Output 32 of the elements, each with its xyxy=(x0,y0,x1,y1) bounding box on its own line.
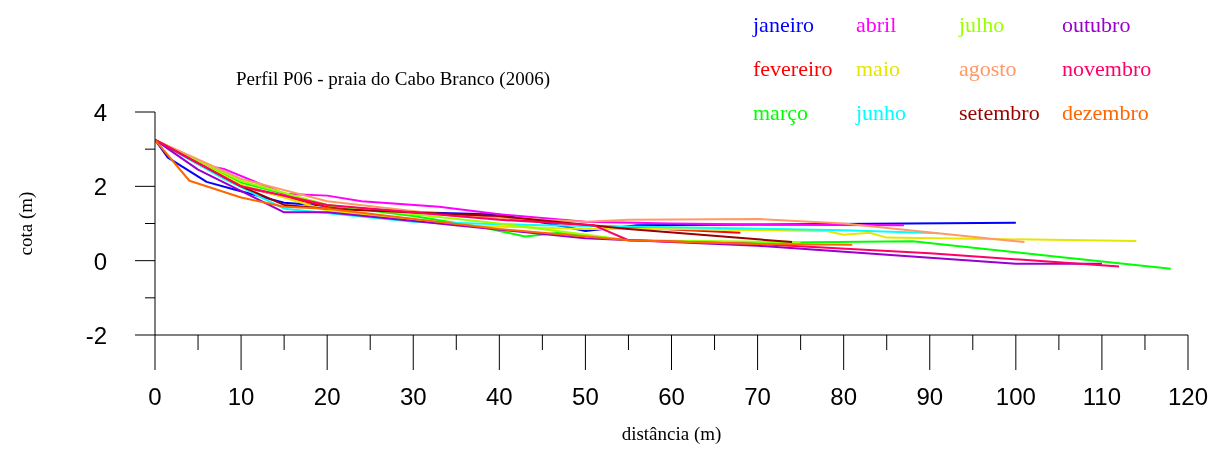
y-tick-label: 0 xyxy=(93,247,107,275)
text: junho xyxy=(856,100,907,126)
text: outubro xyxy=(1062,12,1131,38)
x-tick-label: 70 xyxy=(744,383,771,410)
y-tick-label: 2 xyxy=(93,173,107,201)
y-tick-label: -2 xyxy=(85,322,107,349)
chart-title: Perfil P06 - praia do Cabo Branco (2006) xyxy=(235,68,551,90)
x-tick-label: 10 xyxy=(227,383,255,410)
x-tick-label: 100 xyxy=(995,383,1036,410)
x-tick-label: 80 xyxy=(830,383,858,410)
x-tick-label: 60 xyxy=(658,383,685,410)
x-tick-label: 50 xyxy=(572,383,599,410)
x-tick-label: 30 xyxy=(399,383,427,410)
text: dezembro xyxy=(1062,100,1149,126)
y-tick-label: 4 xyxy=(93,99,107,126)
text: março xyxy=(753,100,808,126)
x-tick-label: 110 xyxy=(1082,383,1122,410)
x-tick-label: 20 xyxy=(313,383,341,410)
x-axis-title: distância (m) xyxy=(621,423,722,445)
text: maio xyxy=(856,56,900,82)
text: novembro xyxy=(1062,56,1152,82)
x-tick-label: 40 xyxy=(485,383,513,410)
x-tick-label: 90 xyxy=(916,383,944,410)
text: julho xyxy=(959,12,1005,38)
text: setembro xyxy=(959,100,1040,126)
text: fevereiro xyxy=(753,56,833,82)
text: janeiro xyxy=(753,12,815,38)
y-axis-title: cota (m) xyxy=(14,191,37,256)
text: agosto xyxy=(959,56,1017,82)
text: abril xyxy=(856,12,897,38)
x-tick-label: 0 xyxy=(148,383,162,410)
x-tick-label: 120 xyxy=(1167,383,1209,410)
